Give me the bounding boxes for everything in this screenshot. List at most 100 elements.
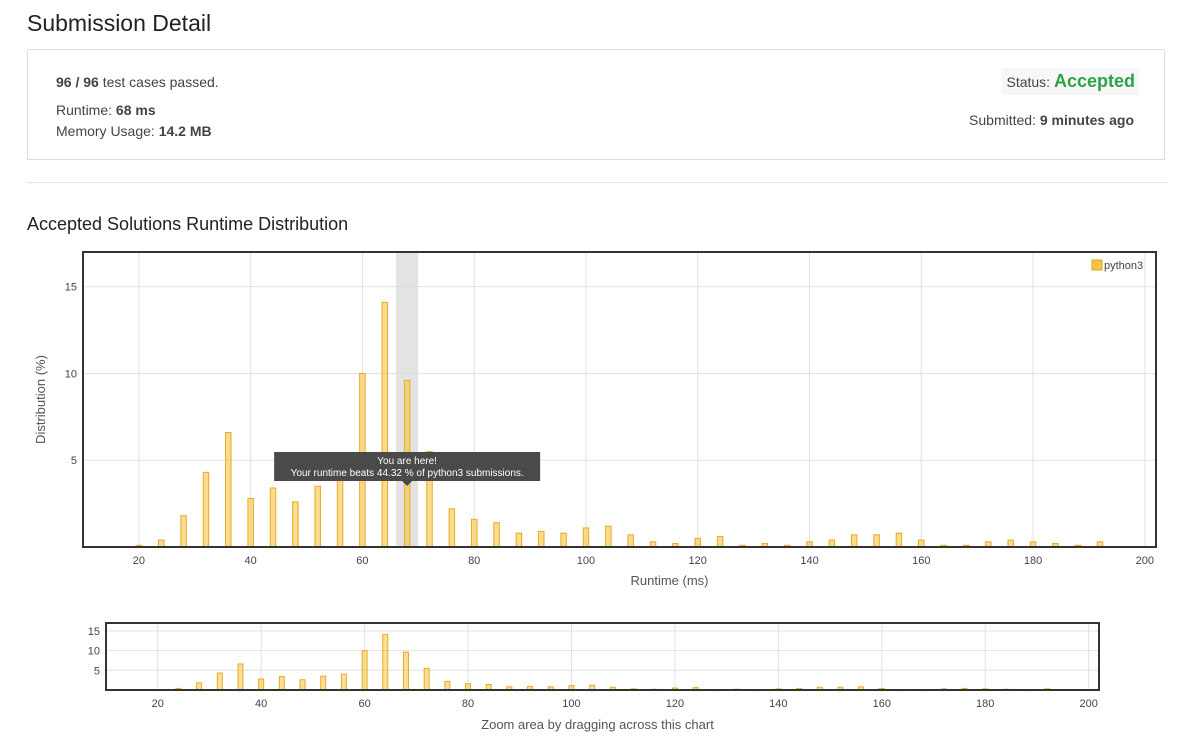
x-tick-label: 40	[255, 698, 267, 710]
y-tick-label: 10	[65, 368, 77, 380]
bar	[340, 673, 347, 691]
submission-summary: 96 / 96 test cases passed. Runtime: 68 m…	[27, 49, 1165, 160]
bar	[278, 676, 285, 691]
bar	[918, 539, 925, 548]
legend-label: python3	[1104, 260, 1143, 272]
memory-label: Memory Usage:	[56, 123, 155, 139]
bar	[423, 667, 430, 691]
legend[interactable]: python3	[1091, 259, 1143, 272]
grid	[83, 252, 1156, 547]
bar	[196, 682, 203, 691]
runtime-line: Runtime: 68 ms	[56, 102, 156, 118]
x-tick-label: 100	[562, 698, 580, 710]
bar	[299, 679, 306, 691]
bar	[157, 539, 165, 548]
bar	[493, 522, 500, 548]
navigator-x-tick-labels: 20 40 60 80 100 120 140 160 180 200	[152, 698, 1098, 710]
test-cases-line: 96 / 96 test cases passed.	[56, 74, 219, 90]
x-tick-label: 180	[976, 698, 994, 710]
zoom-navigator-chart[interactable]: 5 10 15 20 40 60 80 100 120 140 160 180 200 Zoom ar…	[0, 615, 1197, 735]
bar	[314, 485, 321, 548]
x-tick-label: 200	[1136, 555, 1154, 567]
submitted-line: Submitted: 9 minutes ago	[969, 112, 1134, 128]
x-tick-label: 20	[152, 698, 164, 710]
status-line: Status: Accepted	[1002, 68, 1139, 95]
x-tick-label: 140	[800, 555, 818, 567]
runtime-distribution-chart[interactable]: 5 10 15 20 40 60 80 100 120 140 160 180 200 Distrib…	[0, 245, 1197, 595]
submitted-label: Submitted:	[969, 112, 1036, 128]
tooltip: You are here! Your runtime beats 44.32 %…	[274, 452, 541, 486]
plot-frame	[82, 251, 1157, 548]
bar	[258, 678, 265, 691]
bar	[538, 530, 545, 548]
bar	[627, 534, 634, 548]
page-title: Submission Detail	[27, 10, 212, 36]
x-axis-label: Runtime (ms)	[630, 573, 708, 588]
navigator-bars	[154, 633, 1051, 692]
bar	[716, 536, 724, 548]
bar	[381, 301, 389, 548]
bar	[216, 672, 223, 691]
test-cases-suffix: test cases passed.	[102, 74, 219, 90]
zoom-caption: Zoom area by dragging across this chart	[481, 717, 714, 732]
bar	[560, 532, 567, 548]
bar	[444, 680, 451, 691]
bar	[202, 471, 210, 548]
x-tick-label: 160	[912, 555, 930, 567]
x-tick-label: 120	[666, 698, 684, 710]
bar	[873, 534, 880, 548]
bar	[180, 515, 187, 548]
x-tick-label: 100	[577, 555, 595, 567]
x-tick-label: 80	[468, 555, 480, 567]
bar	[582, 527, 590, 548]
x-tick-label: 60	[356, 555, 368, 567]
plot-background	[83, 252, 1156, 547]
memory-value: 14.2 MB	[158, 123, 212, 139]
bar	[828, 539, 836, 548]
status-accepted-link[interactable]: Accepted	[1053, 71, 1135, 91]
x-tick-label: 40	[245, 555, 257, 567]
bar	[382, 633, 389, 691]
x-tick-label: 120	[689, 555, 707, 567]
x-tick-label: 160	[873, 698, 891, 710]
bar	[605, 525, 612, 548]
submitted-value: 9 minutes ago	[1039, 112, 1134, 128]
runtime-value: 68 ms	[115, 102, 156, 118]
bar	[470, 518, 478, 548]
x-tick-label: 80	[462, 698, 474, 710]
bar	[237, 663, 244, 691]
test-cases-count: 96 / 96	[56, 74, 99, 90]
bar	[247, 497, 254, 548]
bar	[402, 651, 409, 691]
bar	[1007, 539, 1014, 548]
bar	[448, 508, 456, 548]
x-tick-labels: 20 40 60 80 100 120 140 160 180 200	[133, 555, 1154, 567]
navigator-grid	[106, 623, 1099, 690]
bar	[269, 487, 277, 548]
y-tick-label: 15	[65, 282, 77, 294]
bar	[361, 650, 368, 691]
navigator-y-tick-labels: 5 10 15	[88, 626, 100, 677]
y-tick-label: 10	[88, 646, 100, 658]
tooltip-background	[274, 452, 541, 481]
y-tick-label: 5	[71, 455, 77, 467]
y-tick-label: 15	[88, 626, 100, 638]
tooltip-text: Your runtime beats 44.32 % of python3 su…	[291, 468, 524, 479]
memory-line: Memory Usage: 14.2 MB	[56, 123, 212, 139]
bar	[694, 537, 701, 548]
tooltip-title: You are here!	[377, 456, 437, 467]
y-tick-labels: 5 10 15	[65, 282, 77, 468]
bar	[292, 501, 299, 548]
legend-swatch-python3	[1091, 259, 1103, 271]
divider	[27, 182, 1167, 183]
bar	[225, 431, 232, 548]
x-tick-label: 140	[769, 698, 787, 710]
section-title: Accepted Solutions Runtime Distribution	[27, 214, 349, 234]
runtime-label: Runtime:	[56, 102, 113, 118]
y-axis-label: Distribution (%)	[33, 355, 48, 444]
status-label: Status:	[1006, 74, 1051, 90]
bar	[895, 532, 903, 548]
x-tick-label: 20	[133, 555, 145, 567]
x-tick-label: 60	[358, 698, 370, 710]
bar	[850, 534, 858, 548]
